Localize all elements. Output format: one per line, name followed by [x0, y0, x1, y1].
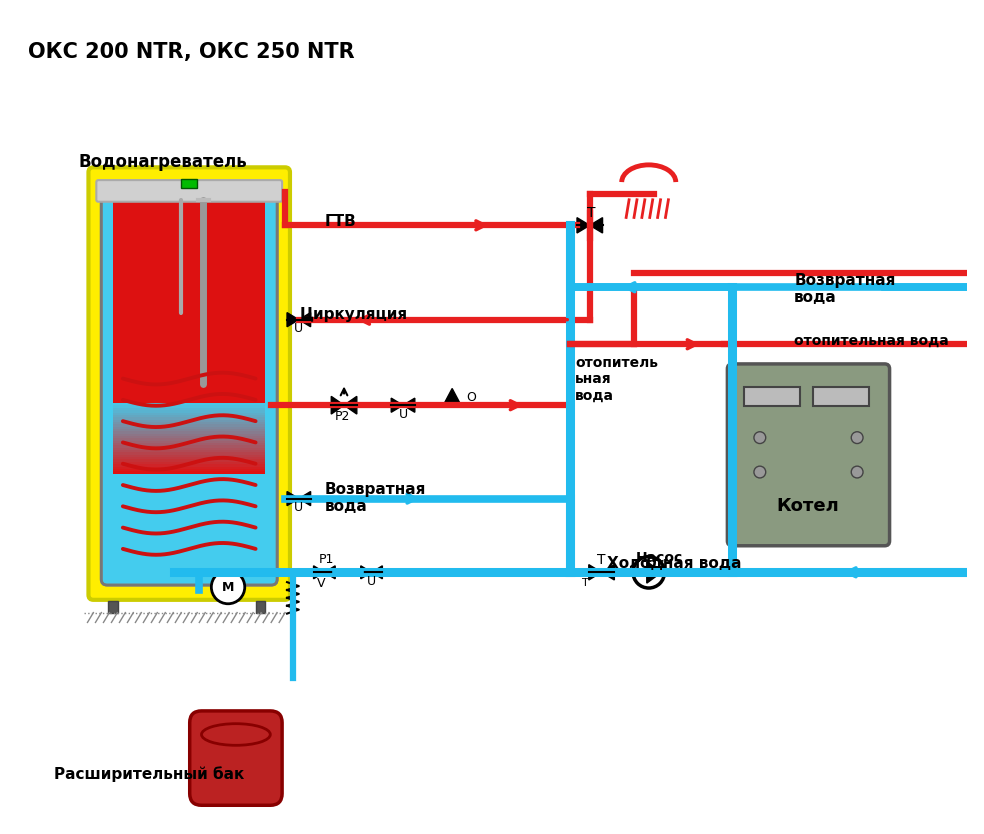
Bar: [113, 438, 266, 440]
Text: Расширительный бак: Расширительный бак: [54, 766, 244, 781]
Bar: [256, 600, 266, 613]
Text: M: M: [221, 580, 234, 594]
Polygon shape: [314, 565, 325, 579]
Bar: [113, 469, 266, 471]
Bar: [113, 407, 266, 410]
Bar: [113, 429, 266, 431]
Bar: [113, 450, 266, 452]
Polygon shape: [444, 389, 461, 405]
Polygon shape: [646, 561, 661, 583]
Bar: [113, 409, 266, 413]
Bar: [113, 435, 266, 439]
Bar: [113, 188, 266, 403]
Circle shape: [212, 570, 245, 604]
Bar: [113, 433, 266, 436]
Bar: [113, 431, 266, 434]
Bar: [113, 470, 266, 474]
Bar: [113, 457, 266, 460]
Bar: [113, 455, 266, 457]
Polygon shape: [361, 565, 372, 579]
Polygon shape: [299, 491, 311, 505]
Bar: [113, 412, 266, 414]
FancyBboxPatch shape: [89, 168, 290, 600]
Text: U: U: [367, 575, 376, 588]
Text: Котел: Котел: [776, 497, 839, 515]
Text: отопитель
ьная
вода: отопитель ьная вода: [575, 356, 658, 403]
Text: Водонагреватель: Водонагреватель: [79, 153, 247, 171]
Bar: [113, 405, 266, 408]
Polygon shape: [589, 218, 602, 233]
Polygon shape: [344, 396, 357, 414]
Bar: [181, 179, 197, 188]
Polygon shape: [392, 398, 403, 412]
Bar: [113, 447, 266, 450]
Circle shape: [851, 466, 863, 478]
Bar: [113, 424, 266, 427]
Text: T: T: [587, 206, 596, 219]
Bar: [113, 419, 266, 422]
Bar: [113, 445, 266, 448]
Bar: [113, 440, 266, 443]
Polygon shape: [332, 396, 344, 414]
Polygon shape: [577, 218, 589, 233]
Text: Циркуляция: Циркуляция: [300, 307, 408, 322]
Bar: [113, 461, 266, 465]
Circle shape: [754, 466, 766, 478]
Polygon shape: [325, 565, 336, 579]
Polygon shape: [372, 565, 383, 579]
Bar: [113, 426, 266, 429]
Circle shape: [633, 556, 664, 588]
Polygon shape: [601, 565, 614, 580]
Text: U: U: [399, 408, 407, 421]
Polygon shape: [588, 565, 601, 580]
Bar: [113, 459, 266, 462]
FancyBboxPatch shape: [96, 180, 282, 202]
Bar: [113, 466, 266, 469]
Bar: [113, 464, 266, 466]
Text: Насос: Насос: [636, 550, 683, 565]
Bar: [113, 452, 266, 455]
Text: Возвратная
вода: Возвратная вода: [794, 273, 895, 305]
Bar: [108, 600, 118, 613]
Text: Холодная вода: Холодная вода: [607, 555, 742, 570]
Text: ОКС 200 NTR, ОКС 250 NTR: ОКС 200 NTR, ОКС 250 NTR: [28, 42, 354, 62]
Text: P2: P2: [335, 409, 349, 423]
Text: T: T: [583, 578, 589, 588]
Bar: [744, 386, 800, 406]
Text: Возвратная
вода: Возвратная вода: [325, 482, 426, 515]
Bar: [113, 414, 266, 417]
Bar: [113, 417, 266, 420]
Bar: [113, 403, 266, 405]
Text: V: V: [317, 577, 325, 590]
Text: U: U: [294, 323, 303, 335]
Circle shape: [851, 432, 863, 444]
Text: T: T: [597, 553, 606, 566]
Circle shape: [754, 432, 766, 444]
Polygon shape: [287, 491, 299, 505]
Text: ГТВ: ГТВ: [325, 214, 356, 229]
Text: отопительная вода: отопительная вода: [794, 334, 949, 348]
Polygon shape: [287, 313, 299, 327]
FancyBboxPatch shape: [190, 711, 282, 806]
Polygon shape: [299, 313, 311, 327]
FancyBboxPatch shape: [727, 364, 890, 545]
Bar: [113, 443, 266, 445]
Polygon shape: [403, 398, 415, 412]
Ellipse shape: [202, 724, 271, 746]
Bar: [813, 386, 869, 406]
Text: P1: P1: [319, 553, 334, 565]
Bar: [113, 421, 266, 425]
FancyBboxPatch shape: [101, 182, 277, 585]
Text: U: U: [294, 501, 303, 515]
Text: O: O: [465, 391, 476, 404]
